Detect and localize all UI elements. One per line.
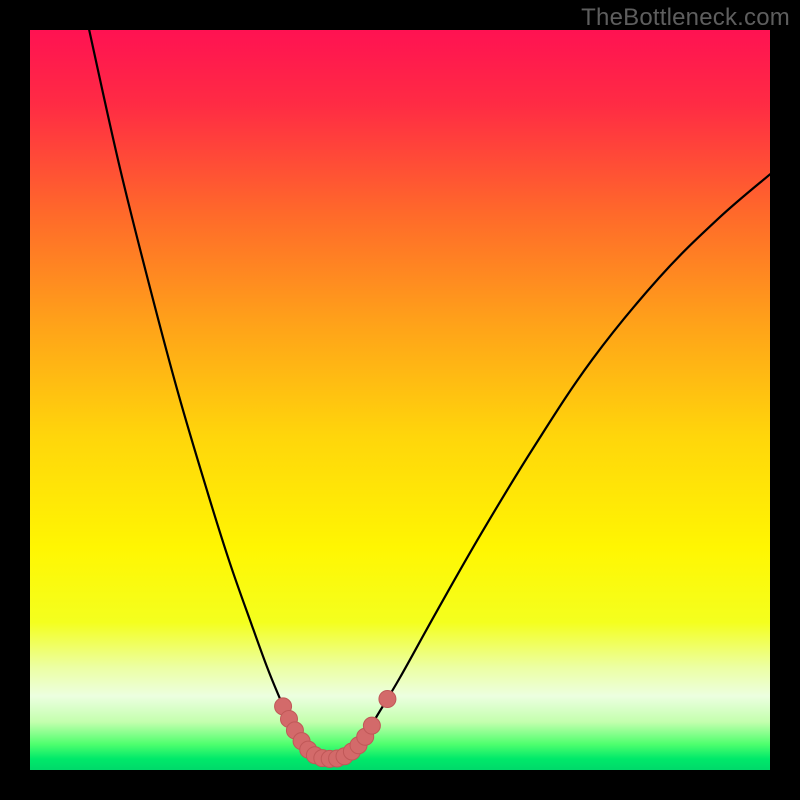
- chart-frame: TheBottleneck.com: [0, 0, 800, 800]
- plot-area: [30, 30, 770, 770]
- watermark-text: TheBottleneck.com: [581, 4, 790, 32]
- heat-gradient-background: [30, 30, 770, 770]
